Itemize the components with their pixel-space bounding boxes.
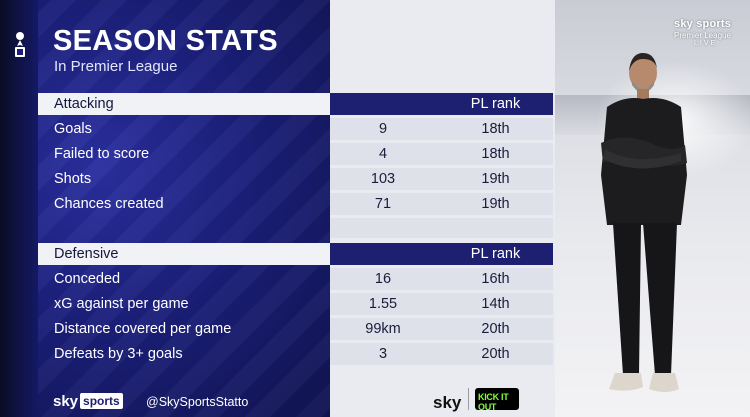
header-bar-left (38, 243, 330, 265)
stat-value: 1.55 (368, 296, 398, 312)
stat-label: xG against per game (54, 296, 189, 312)
stat-label: Distance covered per game (54, 321, 232, 337)
sky-wordmark: sky (53, 393, 79, 410)
logo-text-line3: LIVE (694, 40, 718, 47)
section-label: Attacking (54, 96, 114, 112)
stat-value: 71 (374, 196, 392, 212)
section-label: Defensive (54, 246, 119, 262)
table-row: Conceded 16 16th (38, 268, 553, 290)
stat-value: 9 (378, 121, 388, 137)
graphic-title: SEASON STATS (53, 25, 278, 57)
stat-rank: 19th (481, 171, 510, 187)
header-bar-right (330, 93, 553, 115)
spacer-row (38, 218, 553, 238)
club-crest-logo (15, 32, 25, 57)
table-row: xG against per game 1.55 14th (38, 293, 553, 315)
stat-value: 3 (378, 346, 388, 362)
stat-rank: 18th (481, 121, 510, 137)
stat-rank: 19th (481, 196, 510, 212)
sky-partner-logo: sky (433, 393, 462, 412)
rank-column-header: PL rank (470, 96, 521, 112)
table-row: Defeats by 3+ goals 3 20th (38, 343, 553, 365)
table-row: Goals 9 18th (38, 118, 553, 140)
stat-value: 16 (374, 271, 392, 287)
stat-value: 99km (365, 321, 401, 337)
table-row: Shots 103 19th (38, 168, 553, 190)
logo-text-line2: Premier League (674, 31, 731, 40)
logo-text-line1: sky sports (674, 18, 732, 30)
rank-column-header: PL rank (470, 246, 521, 262)
table-row: Failed to score 4 18th (38, 143, 553, 165)
twitter-handle: @SkySportsStatto (146, 395, 249, 409)
attacking-section-header: Attacking PL rank (38, 93, 553, 115)
stat-value: 103 (370, 171, 396, 187)
defensive-section-header: Defensive PL rank (38, 243, 553, 265)
header-bar-left (38, 93, 330, 115)
graphic-subtitle: In Premier League (54, 58, 178, 75)
sky-sports-premier-league-logo: sky sports Premier League LIVE (674, 18, 744, 62)
logo-divider (468, 388, 469, 410)
edge-strip (0, 0, 38, 417)
sports-badge: sports (80, 393, 123, 409)
stat-label: Chances created (54, 196, 164, 212)
stat-label: Conceded (54, 271, 121, 287)
manager-figure-image (601, 53, 687, 392)
stat-value: 4 (378, 146, 388, 162)
stat-label: Shots (54, 171, 92, 187)
stat-label: Failed to score (54, 146, 150, 162)
header-bar-right (330, 243, 553, 265)
stat-rank: 14th (481, 296, 510, 312)
stat-rank: 20th (481, 321, 510, 337)
table-row: Chances created 71 19th (38, 193, 553, 215)
stat-rank: 20th (481, 346, 510, 362)
table-row: Distance covered per game 99km 20th (38, 318, 553, 340)
stat-label: Defeats by 3+ goals (54, 346, 183, 362)
kick-it-out-text: KICK IT OUT (478, 392, 509, 412)
kick-it-out-logo: KICK IT OUT (475, 388, 519, 412)
stat-rank: 18th (481, 146, 510, 162)
stat-label: Goals (54, 121, 92, 137)
sky-sports-footer-logo: sky sports (53, 393, 123, 410)
background-left-panel (0, 0, 330, 417)
stat-rank: 16th (481, 271, 510, 287)
